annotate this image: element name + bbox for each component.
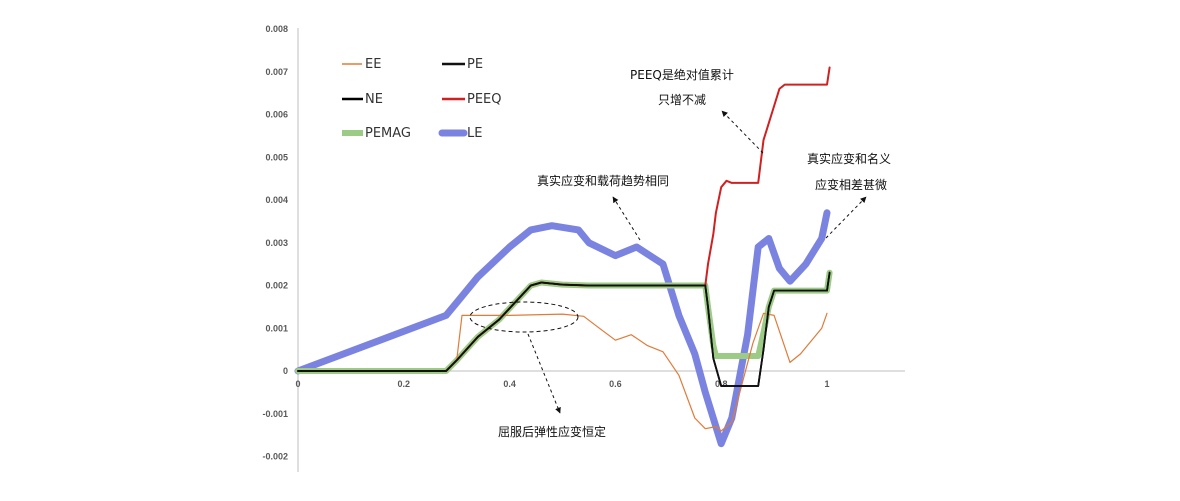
y-tick-label: 0.002 [265,281,288,291]
y-tick-label: -0.001 [262,409,288,419]
annotation-trend-arrow [612,196,641,241]
x-tick-label: 1 [824,379,829,389]
series-layer [294,66,833,448]
annotation-true-nominal-line-1: 真实应变和名义 [807,151,891,166]
legend-label-ee: EE [365,57,381,72]
legend-item-le: LE [438,126,482,141]
x-tick-label: 0.4 [503,379,516,389]
annotation-peeq-line-2: 只增不减 [658,93,706,107]
x-tick-label: 0.6 [609,379,622,389]
annotation-yield-arrow [527,333,561,414]
y-tick-label: 0.004 [265,195,288,205]
annotation-yield-ellipse [469,301,579,333]
annotation-trend-text: 真实应变和载荷趋势相同 [537,173,669,188]
y-tick-label: -0.002 [262,452,288,462]
y-tick-label: 0.006 [265,110,288,120]
annotation-group: PEEQ是绝对值累计 只增不减 真实应变和名义 应变相差甚微 真实应变和载荷趋势… [469,67,891,439]
legend-item-pemag: PEMAG [342,126,411,141]
y-tick-label: 0.008 [265,24,288,34]
x-tick-label: 0.2 [398,379,411,389]
annotation-true-nominal-arrow [825,196,867,239]
y-tick-label: 0.005 [265,152,288,162]
legend-label-ne: NE [365,92,383,107]
x-tick-labels: 0 0.2 0.4 0.6 0.8 1 [295,379,829,389]
legend-label-pe: PE [467,57,483,72]
legend: EE PE NE PEEQ PEMAG LE [342,57,502,141]
y-tick-labels: -0.002 -0.001 0 0.001 0.002 0.003 0.004 0.005 0.… [262,24,288,462]
series-line-pe [297,271,831,387]
y-tick-label: 0.007 [265,67,288,77]
legend-label-pemag: PEMAG [365,126,411,141]
legend-item-peeq: PEEQ [442,92,502,107]
legend-label-le: LE [467,126,482,141]
legend-item-ne: NE [342,92,383,107]
series-line-le [294,209,831,448]
annotation-yield-text: 屈服后弹性应变恒定 [498,424,606,439]
legend-item-ee: EE [342,57,381,72]
y-tick-label: 0.003 [265,238,288,248]
y-tick-label: 0 [283,366,288,376]
annotation-true-nominal-line-2: 应变相差甚微 [815,177,887,192]
annotation-peeq-line-1: PEEQ是绝对值累计 [630,67,734,82]
annotation-peeq-arrow [721,110,764,154]
y-tick-label: 0.001 [265,323,288,333]
x-tick-label: 0 [295,379,300,389]
legend-label-peeq: PEEQ [467,92,502,107]
series-line-ee [297,312,828,432]
legend-item-pe: PE [442,57,483,72]
